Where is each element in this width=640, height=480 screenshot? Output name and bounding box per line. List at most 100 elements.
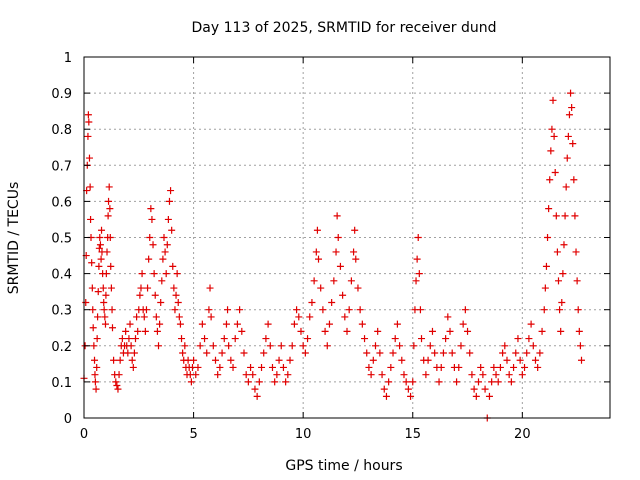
data-point bbox=[82, 298, 90, 306]
data-point bbox=[542, 262, 550, 270]
data-point bbox=[138, 270, 146, 278]
data-point bbox=[457, 342, 465, 350]
data-point bbox=[475, 378, 482, 386]
data-point bbox=[536, 349, 544, 357]
x-tick-label: 20 bbox=[514, 427, 531, 442]
data-point bbox=[94, 313, 102, 321]
data-point bbox=[561, 212, 569, 220]
data-point bbox=[262, 335, 270, 343]
data-point bbox=[169, 262, 177, 270]
data-point bbox=[354, 284, 362, 292]
data-point bbox=[105, 183, 113, 191]
data-point bbox=[159, 255, 167, 263]
data-point bbox=[198, 320, 206, 328]
data-point bbox=[341, 313, 349, 321]
data-point bbox=[132, 335, 140, 343]
data-point bbox=[568, 104, 576, 112]
data-point bbox=[428, 327, 436, 335]
data-point bbox=[378, 371, 386, 379]
data-point bbox=[233, 320, 241, 328]
data-point bbox=[556, 306, 564, 314]
data-point bbox=[385, 378, 393, 386]
data-point bbox=[328, 298, 336, 306]
data-point bbox=[541, 284, 549, 292]
data-point bbox=[477, 363, 485, 371]
data-point bbox=[127, 342, 135, 350]
data-point bbox=[431, 349, 439, 357]
data-point bbox=[333, 212, 341, 220]
data-point bbox=[167, 187, 175, 195]
data-point bbox=[547, 147, 555, 155]
data-point bbox=[114, 385, 122, 393]
data-point bbox=[297, 327, 305, 335]
data-point bbox=[575, 327, 583, 335]
data-point bbox=[352, 255, 360, 263]
data-point bbox=[334, 234, 342, 241]
data-point bbox=[181, 342, 189, 350]
data-point bbox=[105, 197, 113, 205]
data-point bbox=[376, 349, 384, 357]
data-point bbox=[527, 320, 535, 328]
data-point bbox=[212, 356, 219, 364]
data-point bbox=[374, 327, 382, 335]
data-point bbox=[396, 342, 404, 350]
data-point bbox=[112, 378, 120, 386]
data-point bbox=[224, 306, 232, 314]
data-point bbox=[89, 324, 97, 332]
data-point bbox=[84, 111, 92, 119]
data-point bbox=[332, 248, 340, 256]
data-point bbox=[572, 248, 580, 256]
data-point bbox=[393, 320, 401, 328]
y-tick-label: 0.3 bbox=[51, 304, 72, 319]
data-point bbox=[102, 291, 110, 299]
data-point bbox=[468, 371, 476, 379]
data-point bbox=[321, 327, 329, 335]
data-point bbox=[510, 363, 518, 371]
data-point bbox=[488, 378, 496, 386]
data-point bbox=[194, 363, 202, 371]
data-point bbox=[464, 327, 472, 335]
data-point bbox=[258, 363, 266, 371]
data-point bbox=[113, 382, 121, 390]
data-point bbox=[249, 371, 257, 379]
x-tick-label: 5 bbox=[189, 427, 197, 442]
data-point bbox=[496, 363, 504, 371]
data-point bbox=[101, 313, 109, 321]
data-point bbox=[437, 363, 445, 371]
data-point bbox=[106, 234, 114, 241]
data-point bbox=[142, 306, 150, 314]
data-point bbox=[229, 363, 237, 371]
data-point bbox=[98, 226, 106, 234]
data-point bbox=[244, 378, 252, 386]
data-point bbox=[453, 378, 461, 386]
axis-ticks bbox=[83, 56, 610, 419]
data-point bbox=[87, 215, 95, 223]
data-point bbox=[494, 378, 502, 386]
data-point bbox=[325, 320, 333, 328]
data-point bbox=[290, 320, 298, 328]
data-point bbox=[116, 356, 124, 364]
data-point bbox=[358, 320, 366, 328]
data-point bbox=[101, 320, 109, 328]
data-point bbox=[160, 234, 168, 241]
data-point bbox=[118, 335, 126, 343]
data-point bbox=[155, 342, 163, 350]
data-point bbox=[548, 125, 556, 133]
data-point bbox=[466, 349, 474, 357]
data-point bbox=[345, 306, 353, 314]
data-point bbox=[565, 111, 573, 119]
data-point bbox=[546, 176, 554, 184]
data-point bbox=[108, 324, 116, 332]
data-point bbox=[446, 327, 454, 335]
data-point bbox=[424, 356, 432, 364]
data-point bbox=[319, 306, 327, 314]
data-point bbox=[369, 356, 377, 364]
data-point bbox=[110, 356, 118, 364]
data-point bbox=[97, 255, 105, 263]
data-point bbox=[516, 356, 524, 364]
data-point bbox=[196, 342, 204, 350]
data-point bbox=[284, 371, 292, 379]
data-point bbox=[260, 349, 268, 357]
data-point bbox=[149, 241, 157, 249]
